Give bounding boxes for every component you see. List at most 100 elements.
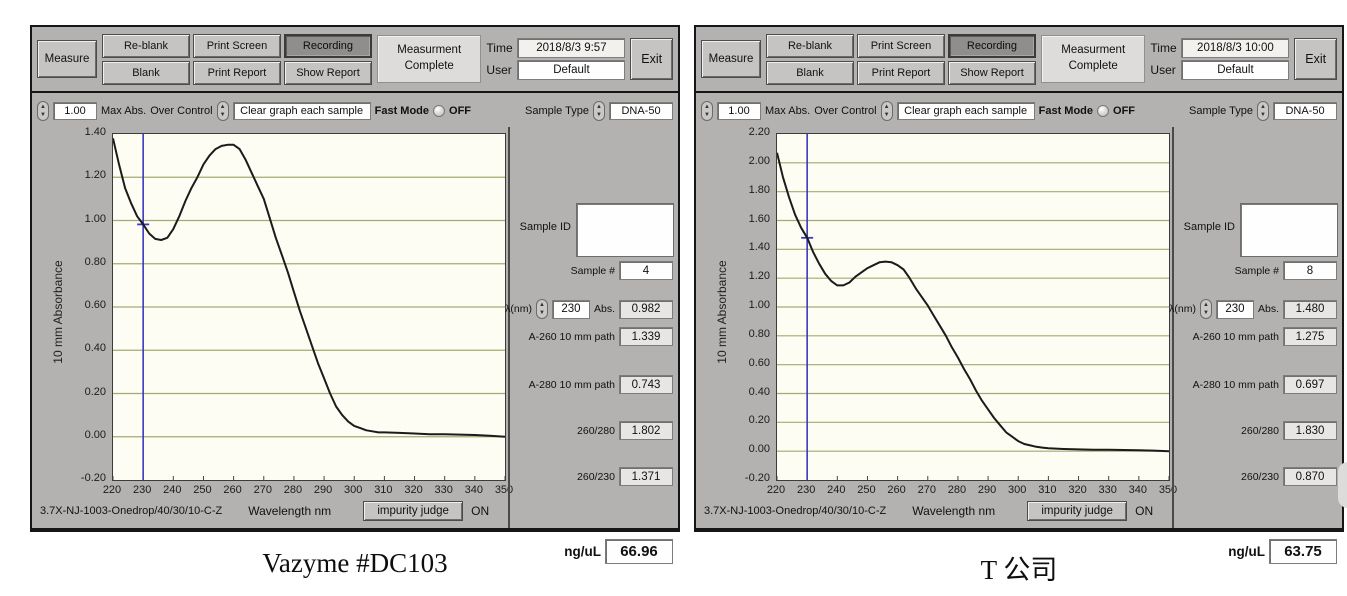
re-blank-button[interactable]: Re-blank (101, 33, 190, 58)
impurity-judge-button[interactable]: impurity judge (1027, 501, 1128, 521)
controls-row: ▲ ▼ 1.00 Max Abs. Over Control ▲ ▼ Clear… (696, 95, 1342, 127)
sample-number-label: Sample # (570, 264, 615, 277)
spinner-down-icon: ▼ (219, 112, 226, 118)
x-tick-label: 220 (766, 484, 786, 496)
x-tick-label: 260 (223, 484, 242, 496)
blank-button[interactable]: Blank (101, 60, 190, 85)
impurity-judge-state: ON (1135, 504, 1154, 518)
print-screen-button[interactable]: Print Screen (856, 33, 945, 58)
y-tick-label: -0.20 (80, 472, 106, 484)
sample-type-label: Sample Type (524, 105, 589, 117)
toolbar-button-grid: Re-blank Print Screen Recording Blank Pr… (765, 33, 1036, 85)
lambda-spinner[interactable]: ▲ ▼ (1199, 299, 1212, 319)
sample-id-input[interactable] (576, 203, 674, 257)
over-control-select[interactable]: Clear graph each sample (896, 102, 1035, 120)
lambda-input[interactable]: 230 (1215, 299, 1254, 319)
ratio-260-280-label: 260/280 (1241, 424, 1279, 437)
show-report-button[interactable]: Show Report (947, 60, 1036, 85)
sample-type-select[interactable]: DNA-50 (609, 102, 673, 120)
lambda-spinner[interactable]: ▲ ▼ (535, 299, 548, 319)
x-tick-label: 310 (374, 484, 393, 496)
lambda-input[interactable]: 230 (551, 299, 590, 319)
re-blank-button[interactable]: Re-blank (765, 33, 854, 58)
x-axis-title: Wavelength nm (912, 504, 996, 518)
caption-right: T 公司 (980, 555, 1058, 585)
impurity-judge-button[interactable]: impurity judge (363, 501, 464, 521)
y-tick-label: 0.60 (748, 356, 770, 369)
measurement-status: Measurment Complete (1040, 35, 1146, 83)
over-control-select[interactable]: Clear graph each sample (232, 102, 371, 120)
panels-row: Measure Re-blank Print Screen Recording … (30, 25, 1344, 564)
print-report-button[interactable]: Print Report (192, 60, 281, 85)
time-user-block: Time 2018/8/3 9:57 User Default (486, 38, 626, 80)
a260-label: A-260 10 mm path (1192, 330, 1279, 343)
y-tick-label: 1.60 (748, 212, 770, 225)
time-value: 2018/8/3 10:00 (1181, 38, 1290, 58)
a280-label: A-280 10 mm path (1192, 378, 1279, 391)
a280-label: A-280 10 mm path (528, 378, 615, 391)
fast-mode-radio[interactable] (433, 105, 446, 117)
print-screen-button[interactable]: Print Screen (192, 33, 281, 58)
y-tick-label: 0.00 (748, 443, 770, 456)
fast-mode-radio[interactable] (1097, 105, 1110, 117)
user-label: User (1150, 63, 1176, 77)
chart-footer: 3.7X-NJ-1003-Onedrop/40/30/10-C-Z Wavele… (704, 499, 1170, 523)
x-axis-title: Wavelength nm (248, 504, 332, 518)
spinner-down-icon: ▼ (539, 310, 545, 316)
x-tick-label: 310 (1038, 484, 1057, 496)
ratio-260-230-label: 260/230 (577, 470, 615, 483)
measure-button[interactable]: Measure (701, 40, 761, 78)
calibration-code: 3.7X-NJ-1003-Onedrop/40/30/10-C-Z (40, 505, 223, 517)
ratio-260-280-value: 1.830 (1283, 421, 1337, 440)
y-axis-title: 10 mm Absorbance (715, 260, 729, 364)
captions-row: Vazyme #DC103 T 公司 (30, 548, 1344, 587)
print-report-button[interactable]: Print Report (856, 60, 945, 85)
values-section: Sample ID Sample # 8 λ(nm) ▲ ▼ 230 Abs. … (1169, 127, 1342, 564)
sample-type-spinner[interactable]: ▲ ▼ (593, 101, 605, 121)
x-tick-label: 250 (857, 484, 876, 496)
x-tick-label: 340 (464, 484, 484, 496)
x-tick-label: 320 (404, 484, 423, 496)
show-report-button[interactable]: Show Report (283, 60, 372, 85)
sample-type-spinner[interactable]: ▲ ▼ (1257, 101, 1269, 121)
measure-button[interactable]: Measure (37, 40, 97, 78)
y-axis-title: 10 mm Absorbance (51, 260, 65, 364)
y-tick-label: 0.40 (748, 385, 770, 398)
recording-button[interactable]: Recording (947, 33, 1036, 58)
over-control-spinner[interactable]: ▲ ▼ (216, 101, 229, 121)
toolbar: Measure Re-blank Print Screen Recording … (32, 27, 678, 93)
y-tick-label: 2.00 (748, 154, 770, 167)
sample-id-input[interactable] (1240, 203, 1338, 257)
over-control-spinner[interactable]: ▲ ▼ (880, 101, 893, 121)
spinner-down-icon: ▼ (1203, 310, 1209, 316)
x-tick-label: 230 (796, 484, 816, 496)
calibration-code: 3.7X-NJ-1003-Onedrop/40/30/10-C-Z (704, 505, 887, 517)
main-area: 10 mm Absorbance 1.40 1.20 1.00 0.80 0.60 0.4… (32, 126, 678, 564)
x-tick-label: 340 (1128, 484, 1148, 496)
concentration-label: ng/uL (1228, 544, 1265, 559)
spinner-down-icon: ▼ (883, 112, 890, 118)
max-abs-spinner[interactable]: ▲ ▼ (701, 101, 713, 121)
main-area: 10 mm Absorbance 2.20 2.00 1.80 1.60 1.40 1.2… (696, 126, 1342, 564)
spectrum-plot[interactable] (776, 133, 1170, 481)
y-tick-label: 1.00 (84, 212, 106, 225)
chart-footer: 3.7X-NJ-1003-Onedrop/40/30/10-C-Z Wavele… (40, 499, 506, 523)
max-abs-input[interactable]: 1.00 (53, 102, 97, 120)
spectrum-plot[interactable] (112, 133, 506, 481)
max-abs-label: Max Abs. (765, 105, 811, 117)
ratio-260-230-value: 0.870 (1283, 467, 1337, 486)
user-input[interactable]: Default (517, 60, 626, 80)
recording-button[interactable]: Recording (283, 33, 372, 58)
blank-button[interactable]: Blank (765, 60, 854, 85)
sample-type-select[interactable]: DNA-50 (1273, 102, 1337, 120)
values-section: Sample ID Sample # 4 λ(nm) ▲ ▼ 230 Abs. … (505, 127, 678, 564)
max-abs-spinner[interactable]: ▲ ▼ (37, 101, 49, 121)
user-input[interactable]: Default (1181, 60, 1290, 80)
ratio-260-280-label: 260/280 (577, 424, 615, 437)
max-abs-input[interactable]: 1.00 (717, 102, 761, 120)
y-tick-label: 1.80 (748, 183, 770, 196)
exit-button[interactable]: Exit (1294, 38, 1338, 80)
sample-number-label: Sample # (1234, 264, 1279, 277)
exit-button[interactable]: Exit (630, 38, 674, 80)
